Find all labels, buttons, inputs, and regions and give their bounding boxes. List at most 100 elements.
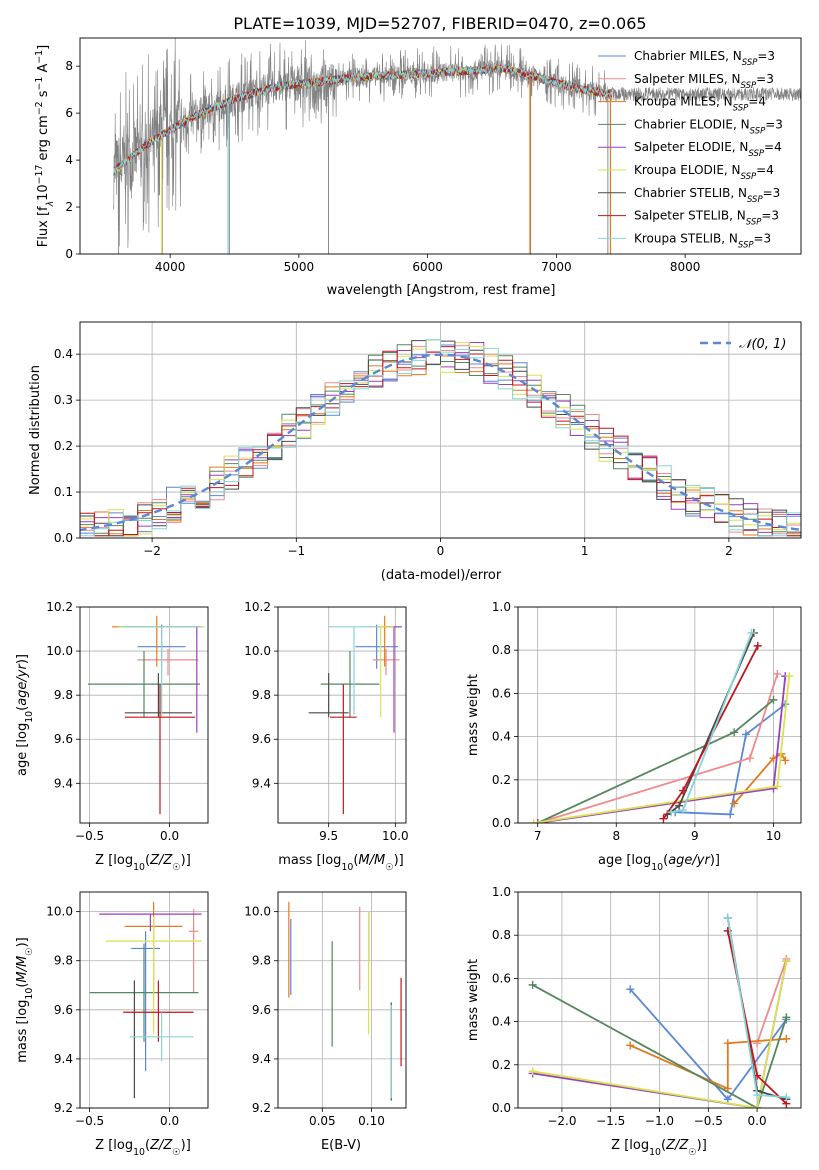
y-tick-label: 0.3	[54, 393, 73, 407]
series-marker	[730, 728, 739, 737]
y-tick-label: 0.8	[492, 928, 511, 942]
series-marker	[723, 913, 732, 922]
y-tick-label: 0.4	[492, 1015, 511, 1029]
series-marker	[730, 799, 739, 808]
y-tick-label: 0.0	[54, 531, 73, 545]
x-tick-label: 2	[725, 544, 733, 558]
series-marker	[782, 1013, 791, 1022]
series-marker	[626, 985, 635, 994]
x-axis-label: Z [log10(Z/Z☉)]	[95, 1138, 191, 1158]
series-line	[675, 703, 786, 816]
y-tick-label: 9.4	[54, 776, 73, 790]
x-tick-label: 0	[437, 544, 445, 558]
x-tick-label: 9	[691, 829, 699, 843]
axes-frame	[79, 606, 209, 824]
series-line	[629, 1038, 787, 1090]
age-vs-mass-axes: 9.5 10.0 9.4 9.6 9.8 10.0 10.2 mass [log10(M/M☉…	[244, 600, 408, 873]
plot-area	[113, 38, 801, 254]
y-tick-label: 2	[65, 200, 73, 214]
y-tick-label: 0.6	[492, 971, 511, 985]
y-tick-label: 8	[65, 59, 73, 73]
series-marker	[675, 801, 684, 810]
series-line	[756, 958, 788, 1044]
x-tick-label: 10	[766, 829, 781, 843]
histogram-step	[80, 339, 801, 537]
x-tick-label: −1	[287, 544, 305, 558]
x-tick-label: 0.0	[160, 1114, 179, 1128]
axes-frame	[277, 606, 407, 824]
series-marker	[723, 1039, 732, 1048]
mass-vs-ebv-axes: 0.05 0.10 9.2 9.4 9.6 9.8 10.0 E(B-V)	[244, 891, 407, 1153]
y-tick-label: 0.8	[492, 643, 511, 657]
series-marker	[679, 786, 688, 795]
y-tick-label: 0.0	[492, 816, 511, 830]
series-marker	[667, 808, 676, 817]
series-marker	[745, 754, 754, 763]
y-tick-label: 0.4	[54, 347, 73, 361]
axes-frame	[517, 606, 802, 824]
legend-label: Chabrier STELIB, NSSP=3	[634, 186, 780, 205]
series-marker	[528, 980, 537, 989]
y-tick-label: 6	[65, 106, 73, 120]
x-tick-label: 0.0	[160, 829, 179, 843]
y-tick-label: 10.2	[46, 600, 73, 614]
x-axis-label: Z [log10(Z/Z☉)]	[95, 853, 191, 873]
series-marker	[782, 1093, 791, 1102]
x-tick-label: 4000	[155, 260, 186, 274]
y-tick-label: 4	[65, 153, 73, 167]
series-marker	[753, 1104, 762, 1108]
legend-label: Chabrier ELODIE, NSSP=3	[634, 117, 783, 136]
series-marker	[773, 669, 782, 678]
x-axis-label: wavelength [Angstrom, rest frame]	[327, 283, 556, 298]
y-tick-label: 9.4	[252, 1052, 271, 1066]
x-tick-label: −0.5	[75, 829, 104, 843]
y-tick-label: 10.0	[244, 905, 271, 919]
y-tick-label: 0.4	[492, 730, 511, 744]
x-tick-label: 7000	[541, 260, 572, 274]
y-tick-label: 9.8	[54, 688, 73, 702]
y-tick-label: 9.6	[54, 732, 73, 746]
y-axis-label: mass [log10(M/M☉)]	[15, 937, 35, 1063]
plot-area	[308, 615, 402, 815]
figure-title: PLATE=1039, MJD=52707, FIBERID=0470, z=0…	[233, 14, 646, 33]
x-axis-label: Z [log10(Z/Z☉)]	[611, 1138, 707, 1158]
plot-area	[529, 628, 794, 823]
plot-area	[528, 913, 791, 1108]
mass-vs-Z-axes: −0.5 0.0 9.2 9.4 9.6 9.8 10.0 Z [log10(Z/Z☉)] ma…	[15, 891, 209, 1158]
y-tick-label: 9.2	[252, 1101, 271, 1115]
y-tick-label: 1.0	[492, 600, 511, 614]
x-axis-label: mass [log10(M/M☉)]	[278, 853, 404, 873]
axes-frame	[79, 891, 209, 1109]
series-marker	[753, 1091, 762, 1100]
legend-label: Kroupa ELODIE, NSSP=4	[634, 163, 774, 182]
histogram-axes: −2 −1 0 1 2 0.0 0.1 0.2 0.3 0.4 (data-model)/error…	[28, 321, 802, 583]
series-marker	[741, 730, 750, 739]
y-tick-label: 1.0	[492, 885, 511, 899]
legend-label: Kroupa MILES, NSSP=4	[634, 95, 766, 114]
mass-weight-vs-Z-axes: −2.0 −1.5 −1.0 −0.5 0.0 0.0 0.2 0.4 0.6 0.8 1.0 Z […	[466, 885, 802, 1158]
y-axis-label: mass weight	[466, 674, 481, 756]
model-spectrum	[113, 64, 613, 176]
x-tick-label: −0.5	[75, 1114, 104, 1128]
axes-frame	[79, 321, 802, 539]
y-tick-label: 9.8	[252, 688, 271, 702]
series-marker	[773, 782, 782, 791]
series-marker	[659, 814, 668, 823]
x-axis-label: age [log10(age/yr)]	[598, 853, 720, 873]
x-tick-label: −2.0	[547, 1114, 576, 1128]
y-tick-label: 9.2	[54, 1101, 73, 1115]
age-vs-Z-axes: −0.5 0.0 9.4 9.6 9.8 10.0 10.2 Z [log10(Z/Z☉)] a…	[15, 600, 209, 873]
y-tick-label: 0	[65, 247, 73, 261]
series-line	[532, 984, 788, 1108]
x-tick-label: 8000	[670, 260, 701, 274]
normal-curve	[80, 353, 801, 532]
series-marker	[679, 806, 688, 815]
x-tick-label: 5000	[284, 260, 315, 274]
series-marker	[529, 819, 538, 823]
x-tick-label: −0.5	[694, 1114, 723, 1128]
y-tick-label: 9.6	[252, 732, 271, 746]
axes-frame	[79, 37, 802, 255]
y-tick-label: 9.6	[252, 1003, 271, 1017]
x-tick-label: 0.10	[358, 1114, 385, 1128]
